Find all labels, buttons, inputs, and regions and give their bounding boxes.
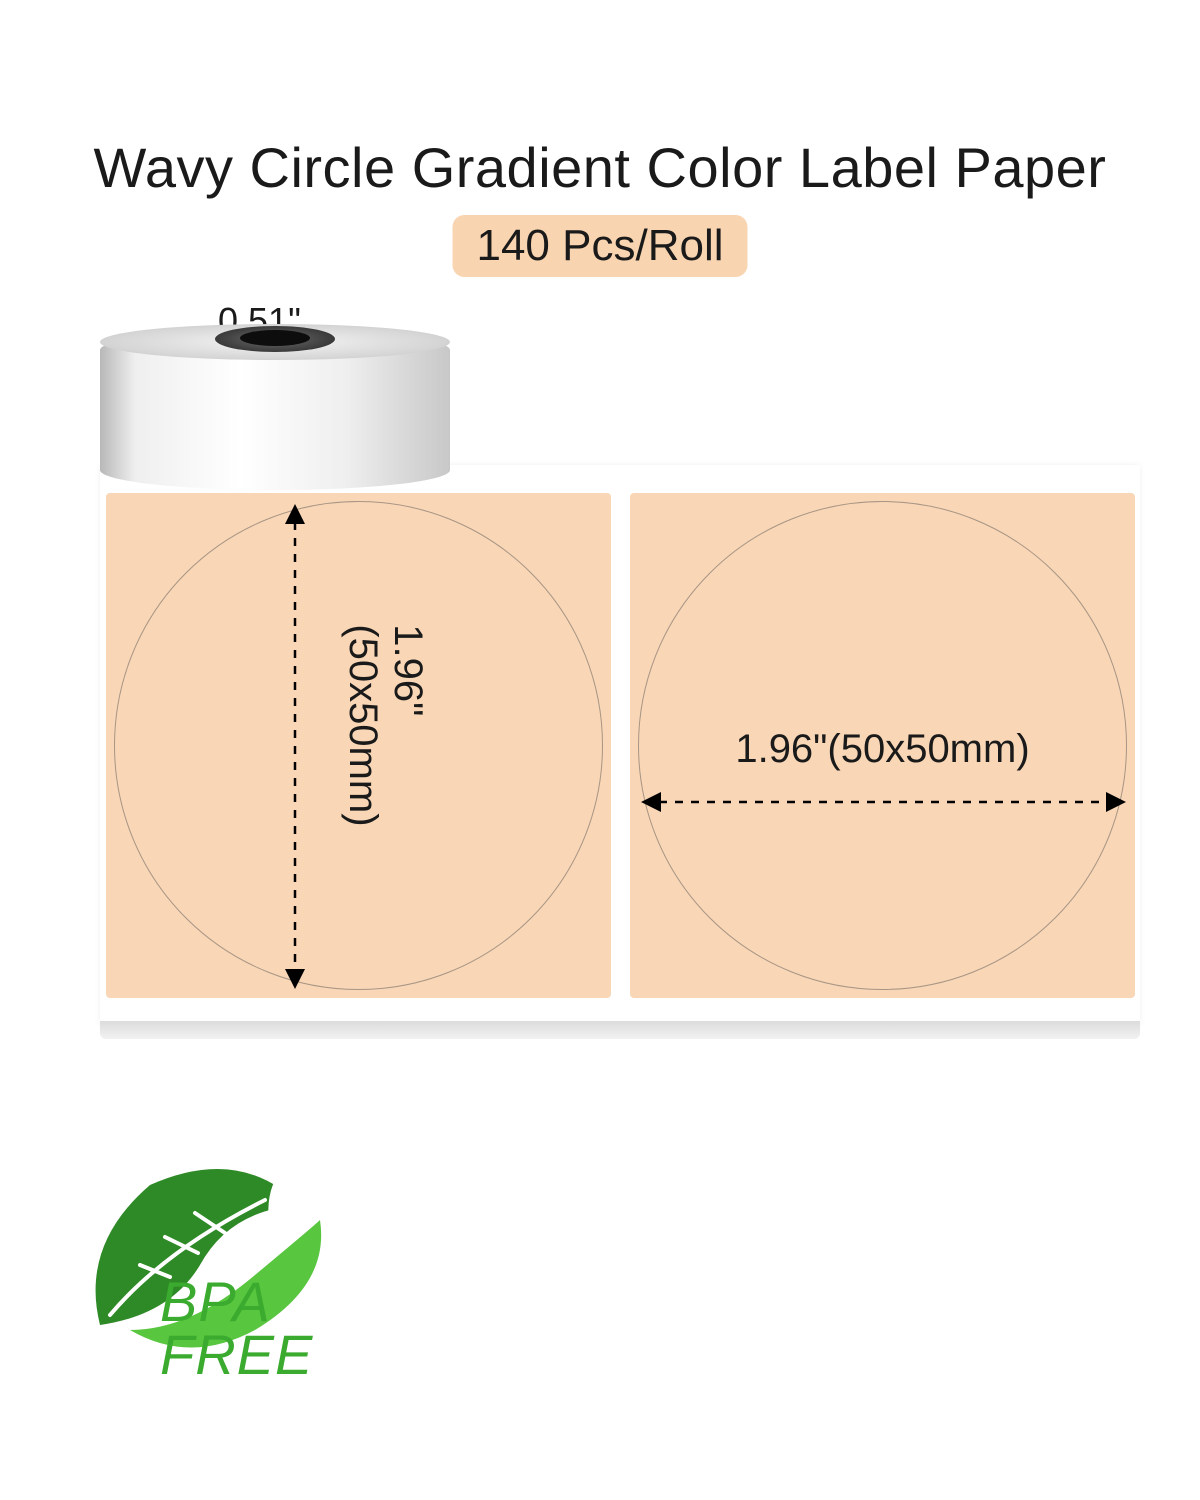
label-circle-left: 1.96"(50x50mm): [114, 501, 603, 990]
strip-edge: [100, 1021, 1140, 1039]
product-title: Wavy Circle Gradient Color Label Paper: [0, 135, 1200, 200]
height-dimension-label: 1.96"(50x50mm): [340, 624, 430, 868]
label-sample-right: 1.96"(50x50mm): [630, 493, 1135, 998]
label-strip: 1.96"(50x50mm) 1.96"(50x50mm): [100, 465, 1140, 1025]
width-arrow-icon: [639, 782, 1128, 822]
roll-core-inner: [240, 330, 310, 346]
roll-cylinder: [100, 330, 450, 490]
roll-illustration: 0.51" 1.96"(50x50mm): [40, 320, 1140, 1020]
height-arrow-icon: [275, 502, 315, 991]
width-dimension-label: 1.96"(50x50mm): [639, 727, 1126, 772]
qty-badge: 140 Pcs/Roll: [452, 215, 747, 277]
roll-top-face: [100, 324, 450, 360]
bpa-line2: FREE: [160, 1323, 313, 1386]
label-sample-left: 1.96"(50x50mm): [106, 493, 611, 998]
bpa-free-badge: BPA FREE: [70, 1155, 390, 1405]
product-infographic: Wavy Circle Gradient Color Label Paper 1…: [0, 0, 1200, 1500]
bpa-free-text: BPA FREE: [160, 1275, 313, 1381]
label-circle-right: 1.96"(50x50mm): [638, 501, 1127, 990]
